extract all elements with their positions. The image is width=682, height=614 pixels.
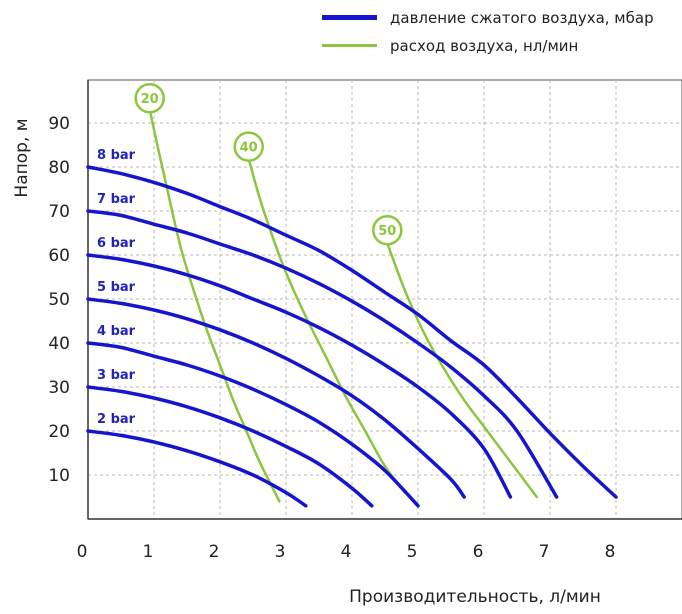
chart-ticks: 0 1 2 3 4 5 6 7 8 10 20 30 40 50 60 70 80 90 xyxy=(48,114,615,562)
x-tick-label: 5 xyxy=(407,542,418,562)
chart-legend: давление сжатого воздуха, мбар расход во… xyxy=(322,9,654,55)
x-tick-label: 7 xyxy=(539,542,550,562)
series-label-pressure: 6 bar xyxy=(97,236,136,251)
chart-grid xyxy=(87,79,682,520)
y-tick-label: 10 xyxy=(48,466,70,486)
chart-series xyxy=(86,112,618,508)
series-line-pressure-8-bar xyxy=(86,165,618,499)
flow-badge-circle xyxy=(233,131,264,162)
series-label-flow: 20 xyxy=(141,92,159,107)
x-tick-label: 3 xyxy=(275,542,286,562)
x-axis-title: Производительность, л/мин xyxy=(349,587,601,607)
series-label-flow: 50 xyxy=(378,224,396,239)
x-tick-label: 8 xyxy=(605,542,616,562)
flow-badge-circle xyxy=(372,214,403,246)
x-tick-label: 4 xyxy=(341,542,352,562)
series-label-pressure: 8 bar xyxy=(97,148,136,163)
legend-label-flow: расход воздуха, нл/мин xyxy=(390,37,578,55)
x-tick-label: 6 xyxy=(473,542,484,562)
y-tick-label: 80 xyxy=(48,158,70,178)
y-tick-label: 20 xyxy=(48,422,70,442)
flow-badge-circle xyxy=(134,82,165,114)
y-tick-label: 60 xyxy=(48,246,70,266)
series-line-pressure-3-bar xyxy=(86,385,374,508)
series-label-pressure: 2 bar xyxy=(97,412,136,427)
x-tick-label: 0 xyxy=(77,542,88,562)
series-label-flow: 40 xyxy=(240,141,258,156)
y-axis-title: Напор, м xyxy=(12,118,32,197)
series-label-pressure: 3 bar xyxy=(97,368,136,383)
y-tick-label: 40 xyxy=(48,334,70,354)
y-tick-label: 50 xyxy=(48,290,70,310)
series-line-pressure-5-bar xyxy=(86,297,466,499)
x-tick-label: 2 xyxy=(209,542,220,562)
series-line-pressure-4-bar xyxy=(86,341,420,508)
chart-series-labels: 2 bar 3 bar 4 bar 5 bar 6 bar 7 bar 8 bar 20 40 5… xyxy=(97,82,403,427)
y-tick-label: 30 xyxy=(48,378,70,398)
y-tick-label: 90 xyxy=(48,114,70,134)
legend-label-pressure: давление сжатого воздуха, мбар xyxy=(390,9,654,27)
y-tick-label: 70 xyxy=(48,202,70,222)
legend-swatch-pressure xyxy=(322,15,377,20)
series-label-pressure: 7 bar xyxy=(97,192,136,207)
series-line-pressure-6-bar xyxy=(86,253,513,499)
series-label-pressure: 5 bar xyxy=(97,280,136,295)
series-line-pressure-2-bar xyxy=(86,429,308,508)
legend-swatch-flow xyxy=(322,44,377,47)
x-tick-label: 1 xyxy=(143,542,154,562)
series-line-flow-40 xyxy=(248,161,407,494)
series-label-pressure: 4 bar xyxy=(97,324,136,339)
series-line-pressure-7-bar xyxy=(86,209,559,499)
series-line-flow-50 xyxy=(387,244,539,499)
